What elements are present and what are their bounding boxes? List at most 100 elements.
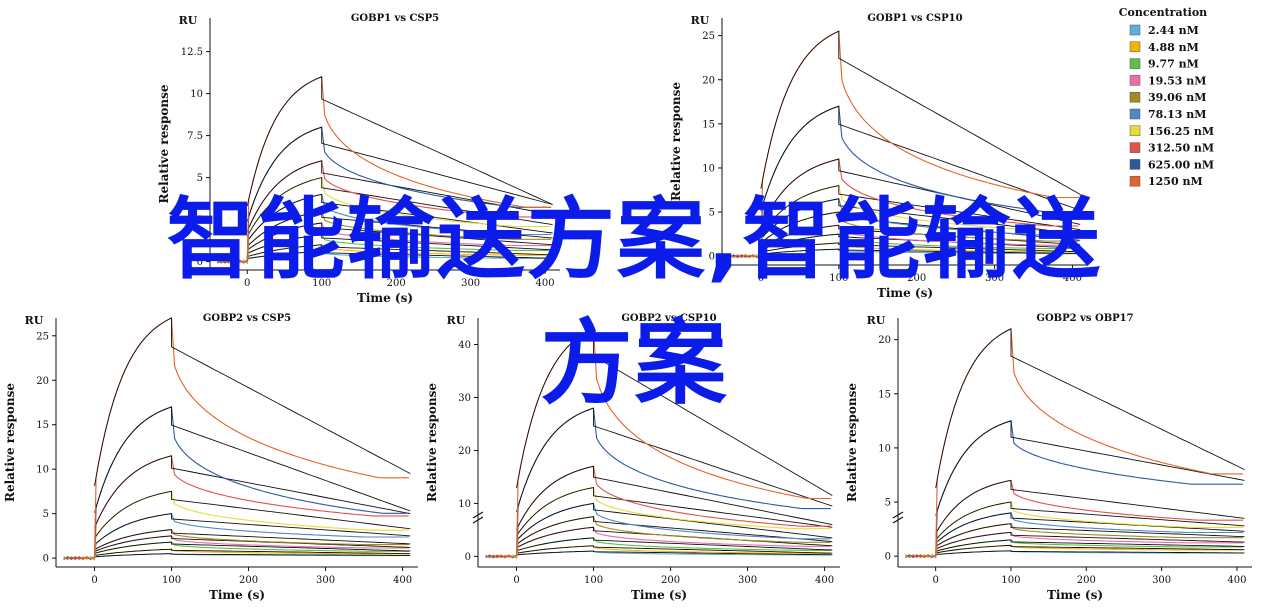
fit-curve-3 [247, 234, 553, 254]
y-tick-label: 15 [878, 389, 891, 400]
y-tick-label: 20 [702, 75, 715, 86]
x-tick-label: 100 [162, 575, 181, 586]
fit-curve-6 [935, 512, 1245, 544]
y-tick-label: 5 [885, 498, 891, 509]
chart-title: GOBP2 vs CSP10 [621, 313, 716, 324]
fit-curve-6 [94, 513, 411, 546]
legend-entry: 1250 nM [1148, 175, 1203, 188]
fit-curve-9 [760, 105, 1081, 212]
x-axis-label: Time (s) [209, 588, 265, 602]
x-tick-label: 0 [513, 575, 519, 586]
y-tick-label: 0 [465, 552, 471, 563]
fit-curve-2 [247, 244, 553, 258]
x-tick-label: 0 [758, 273, 764, 284]
legend-swatch [1129, 108, 1141, 120]
y-tick-label: 0 [885, 552, 891, 563]
y-tick-label: 15 [36, 420, 49, 431]
fit-curve-9 [246, 126, 553, 222]
legend-swatch [1129, 125, 1141, 137]
y-tick-label: 0 [709, 252, 715, 263]
y-tick-label: 40 [458, 340, 471, 351]
y-unit-label: RU [867, 314, 886, 327]
legend-swatch [1129, 75, 1141, 86]
y-axis-label: Relative response [425, 383, 439, 502]
fit-curve-2 [516, 545, 833, 554]
fit-curve-7 [94, 490, 411, 539]
fit-curve-6 [760, 198, 1081, 240]
x-tick-label: 200 [661, 575, 680, 586]
x-tick-label: 300 [461, 278, 480, 289]
x-tick-label: 300 [738, 575, 757, 586]
fit-curve-5 [94, 529, 411, 550]
axis-break-mark [892, 511, 904, 524]
series-curve-10 [217, 76, 552, 264]
fit-curve-1 [760, 248, 1081, 255]
fit-curve-1 [516, 550, 833, 556]
chart-title: GOBP1 vs CSP10 [867, 13, 962, 24]
legend: Concentration 2.44 nM 4.88 nM 9.77 nM 19.53 … [1119, 6, 1214, 188]
y-tick-label: 25 [702, 31, 715, 42]
chart-title: GOBP2 vs OBP17 [1036, 313, 1133, 324]
fit-curve-3 [516, 537, 833, 552]
y-tick-label: 10 [190, 89, 203, 100]
fit-curve-10 [516, 327, 833, 496]
y-tick-label: 10 [458, 499, 471, 510]
y-tick-label: 2.5 [187, 215, 203, 226]
fit-curve-10 [246, 76, 553, 207]
x-tick-label: 0 [244, 278, 250, 289]
x-tick-label: 100 [584, 575, 603, 586]
fit-curve-9 [94, 406, 411, 513]
x-axis-label: Time (s) [357, 291, 413, 305]
legend-entry: 625.00 nM [1148, 158, 1214, 171]
legend-entry: 2.44 nM [1148, 24, 1199, 37]
y-unit-label: RU [691, 14, 710, 27]
chart-panel-1: 0 2.5 5 7.5 10 12.5 0 100 200 300 400 GOBP1 vs CSP5… [157, 13, 560, 305]
fit-curve-2 [760, 242, 1081, 253]
fit-curve-4 [760, 224, 1081, 248]
fit-curve-2 [94, 548, 411, 556]
y-unit-label: RU [447, 314, 466, 327]
legend-entry: 9.77 nM [1148, 58, 1199, 71]
x-tick-label: 200 [1077, 575, 1096, 586]
y-unit-label: RU [179, 14, 198, 27]
fit-curve-8 [246, 160, 553, 232]
fit-curve-4 [246, 222, 553, 251]
y-unit-label: RU [25, 314, 44, 327]
x-tick-label: 400 [1227, 575, 1246, 586]
x-tick-label: 400 [815, 575, 834, 586]
x-tick-label: 300 [1152, 575, 1171, 586]
x-tick-label: 200 [387, 278, 406, 289]
legend-entry: 4.88 nM [1148, 41, 1199, 54]
fit-curve-3 [760, 233, 1081, 251]
fit-curve-10 [935, 328, 1245, 489]
chart-title: GOBP2 vs CSP5 [203, 313, 291, 324]
x-tick-label: 0 [91, 575, 97, 586]
y-tick-label: 7.5 [187, 131, 203, 142]
fit-curve-1 [935, 550, 1245, 555]
y-tick-label: 20 [878, 335, 891, 346]
chart-panel-2: 0 5 10 15 20 25 0 100 200 300 400 GOBP1 vs CSP10 RU T… [669, 13, 1088, 300]
fit-curve-8 [935, 479, 1245, 534]
x-tick-label: 0 [932, 575, 938, 586]
x-tick-label: 300 [316, 575, 335, 586]
y-tick-label: 5 [709, 208, 715, 219]
x-tick-label: 400 [1063, 273, 1082, 284]
x-tick-label: 400 [393, 575, 412, 586]
x-tick-label: 100 [1001, 575, 1020, 586]
x-tick-label: 300 [985, 273, 1004, 284]
fit-curve-10 [94, 317, 411, 487]
y-tick-label: 20 [36, 376, 49, 387]
y-tick-label: 12.5 [181, 47, 203, 58]
x-tick-label: 100 [312, 278, 331, 289]
chart-title: GOBP1 vs CSP5 [351, 13, 439, 24]
fit-curve-3 [935, 539, 1245, 552]
y-tick-label: 0 [197, 257, 203, 268]
fit-curve-5 [760, 211, 1081, 244]
legend-swatch [1129, 91, 1141, 103]
y-tick-label: 5 [43, 509, 49, 520]
fit-curve-7 [935, 501, 1245, 541]
